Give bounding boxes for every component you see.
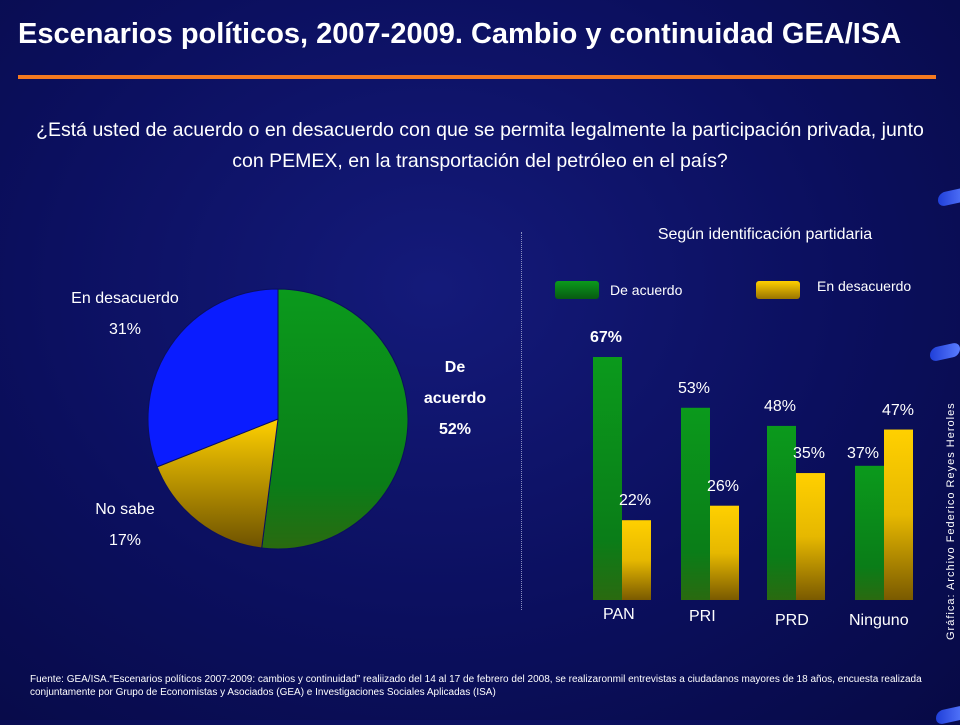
pie-label-desacuerdo: En desacuerdo 31%	[40, 290, 210, 339]
bar-pan-desacuerdo	[622, 520, 651, 600]
bar-value-label: 67%	[590, 329, 623, 346]
bar-chart-subtitle: Según identificación partidaria	[657, 226, 873, 243]
bar-ninguno-desacuerdo	[884, 429, 913, 600]
pie-slice-no-sabe	[156, 418, 279, 549]
bar-value-label: 47%	[882, 401, 915, 419]
legend-label-acuerdo: De acuerdo	[610, 282, 683, 298]
bar-prd-acuerdo	[767, 425, 796, 600]
legend-label-desacuerdo: En desacuerdo	[817, 278, 912, 294]
bar-value-label: 37%	[847, 444, 880, 462]
pie-label-de-acuerdo-line1: De	[444, 359, 466, 376]
bar-pri-acuerdo	[681, 407, 710, 600]
pie-label-desacuerdo-name: En desacuerdo	[71, 290, 179, 307]
legend-swatch-desacuerdo	[756, 281, 800, 299]
category-label-ninguno: Ninguno	[849, 612, 909, 629]
pie-label-de-acuerdo-pct: 52%	[438, 421, 472, 438]
bar-value-label: 26%	[707, 477, 740, 495]
pie-label-no-sabe: No sabe 17%	[60, 501, 190, 550]
section-divider	[521, 232, 522, 610]
bar-value-label: 53%	[678, 379, 711, 397]
pie-slice-en-desacuerdo	[147, 288, 279, 468]
legend-swatch-acuerdo	[555, 281, 599, 299]
survey-question: ¿Está usted de acuerdo o en desacuerdo c…	[36, 119, 924, 172]
photo-credit: Gráfica: Archivo Federico Reyes Heroles	[945, 402, 957, 640]
bar-value-label: 22%	[619, 492, 652, 510]
bar-value-label: 35%	[793, 445, 826, 463]
title-underline	[18, 75, 936, 79]
pie-chart	[147, 288, 409, 550]
page-title: Escenarios políticos, 2007-2009. Cambio …	[18, 18, 902, 50]
bar-pri-desacuerdo	[710, 505, 739, 600]
category-label-prd: PRD	[775, 612, 809, 629]
category-label-pri: PRI	[689, 608, 716, 625]
bar-ninguno-acuerdo	[855, 465, 884, 600]
pie-slice-de-acuerdo	[261, 288, 409, 550]
bar-prd-desacuerdo	[796, 473, 825, 600]
pie-label-no-sabe-pct: 17%	[108, 532, 142, 549]
pie-label-no-sabe-name: No sabe	[95, 501, 155, 518]
pie-label-de-acuerdo-line2: acuerdo	[423, 390, 487, 407]
source-note: Fuente: GEA/ISA.“Escenarios políticos 20…	[30, 674, 922, 698]
category-label-pan: PAN	[603, 606, 635, 623]
pie-label-de-acuerdo: De acuerdo 52%	[405, 359, 505, 439]
pie-label-desacuerdo-pct: 31%	[108, 321, 142, 338]
bar-pan-acuerdo	[593, 357, 622, 600]
bar-chart	[593, 357, 913, 600]
bar-value-label: 48%	[764, 397, 797, 415]
